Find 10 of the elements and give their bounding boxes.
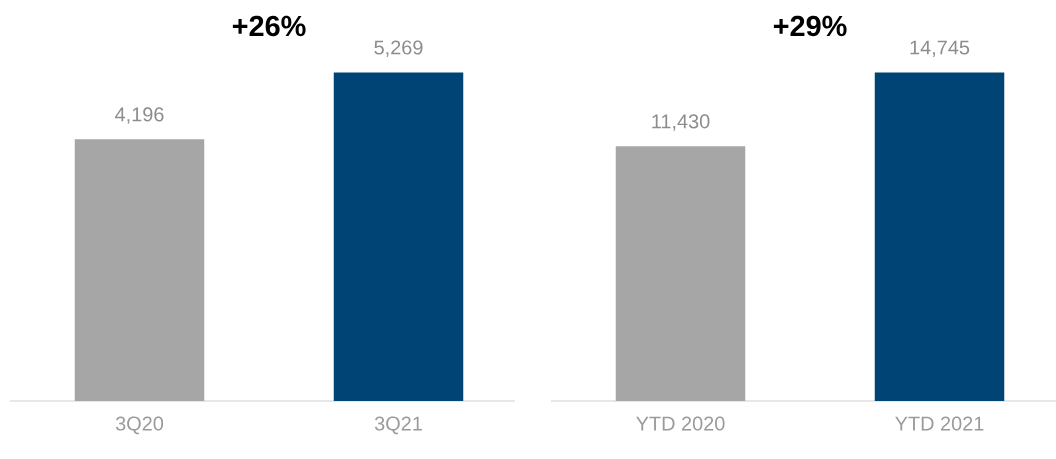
- text: +29%: [773, 15, 847, 37]
- data-label: 14,745: [910, 40, 970, 57]
- text: +26%: [232, 15, 306, 37]
- x-tick-label: YTD 2021: [895, 416, 984, 431]
- x-tick-label: YTD 2020: [636, 416, 725, 431]
- data-label: 5,269: [374, 40, 423, 57]
- data-label: 11,430: [652, 114, 710, 131]
- x-tick-label: 3Q21: [374, 416, 422, 435]
- x-tick-label: 3Q20: [115, 416, 164, 435]
- data-label: 4,196: [115, 107, 164, 124]
